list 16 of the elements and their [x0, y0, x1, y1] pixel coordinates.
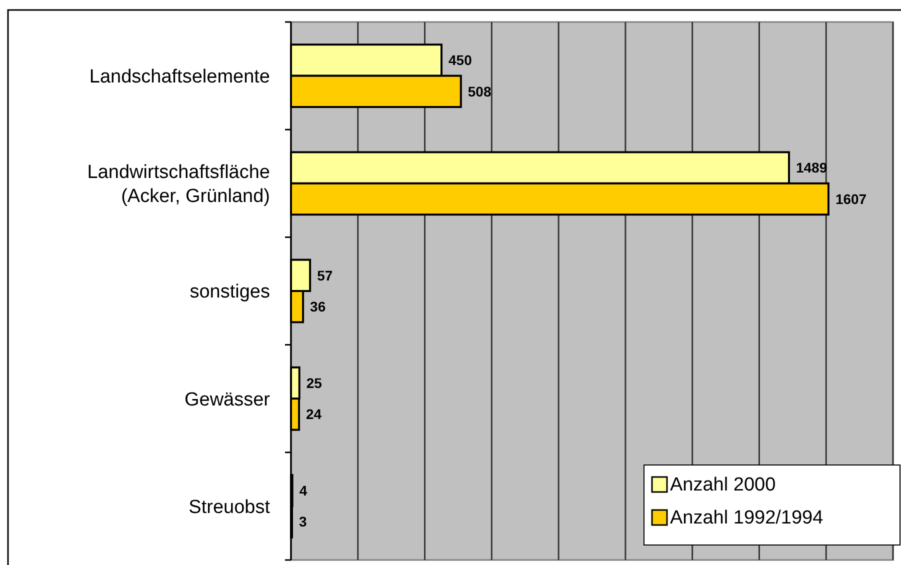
data-label: 24 — [306, 406, 322, 422]
data-label: 450 — [448, 52, 472, 68]
data-label: 3 — [299, 514, 308, 530]
y-tick-label: Landwirtschaftsfläche (Acker, Grünland) — [87, 162, 270, 208]
y-tick-label: Landschaftselemente — [89, 66, 270, 88]
y-tick-label: sonstiges — [190, 282, 270, 303]
y-tick-label: Streuobst — [188, 496, 271, 518]
legend-label: Anzahl 1992/1994 — [670, 508, 824, 529]
legend-label: Anzahl 2000 — [670, 474, 776, 496]
y-tick-label: Gewässer — [184, 389, 271, 410]
data-label: 36 — [310, 298, 326, 314]
data-label: 508 — [468, 83, 492, 100]
data-label: 1607 — [835, 190, 867, 207]
data-label: 25 — [306, 374, 322, 391]
data-label: 57 — [317, 267, 333, 284]
data-label: 4 — [299, 482, 308, 498]
